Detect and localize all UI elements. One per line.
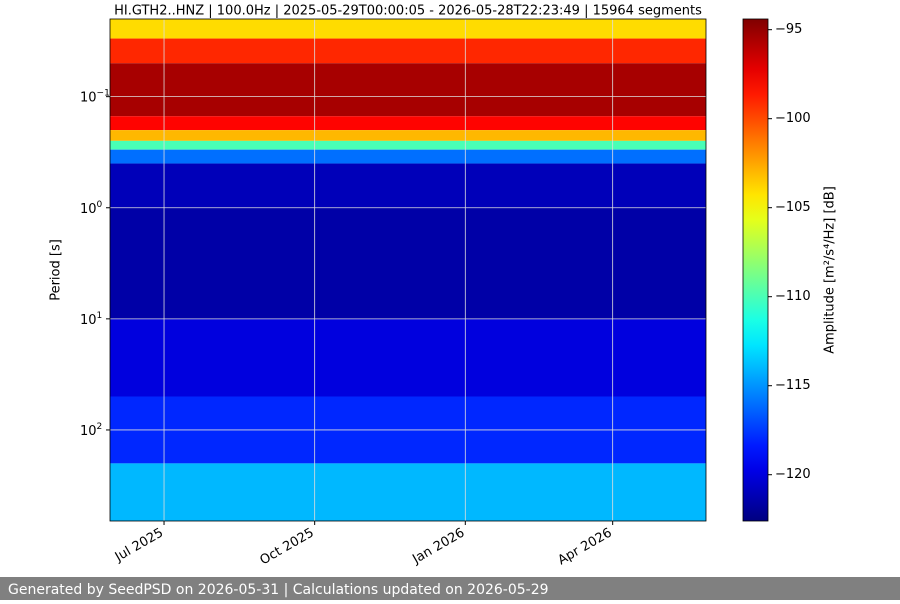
spectrogram-band (110, 163, 706, 208)
y-tick-base: 10 (80, 91, 97, 106)
spectrogram-band (110, 38, 706, 64)
spectrogram-band (110, 149, 706, 164)
colorbar-tick-label: −100 (775, 111, 811, 126)
x-tick-label: Apr 2026 (555, 525, 614, 568)
spectrogram-band (110, 63, 706, 117)
y-tick-label: 102 (80, 422, 102, 439)
y-tick-exponent: 0 (97, 200, 103, 210)
y-tick-exponent: 1 (97, 311, 103, 321)
colorbar (742, 18, 769, 522)
y-tick-exponent: −1 (97, 89, 110, 99)
spectrogram-band (110, 116, 706, 131)
spectrogram-band (110, 140, 706, 150)
y-tick-base: 10 (80, 202, 97, 217)
colorbar-tick-label: −95 (775, 22, 802, 37)
spectrogram-band (110, 318, 706, 397)
chart-title: HI.GTH2..HNZ | 100.0Hz | 2025-05-29T00:0… (114, 4, 702, 19)
y-axis-label: Period [s] (49, 239, 64, 301)
footer-bar (0, 577, 900, 600)
colorbar-tick-label: −115 (775, 378, 811, 393)
y-tick-base: 10 (80, 424, 97, 439)
spectrogram-band (110, 19, 706, 39)
y-tick-base: 10 (80, 313, 97, 328)
footer-text: Generated by SeedPSD on 2026-05-31 | Cal… (8, 582, 549, 598)
spectrogram-band (110, 130, 706, 141)
colorbar-tick-label: −120 (775, 467, 811, 482)
plot-frame (109, 18, 707, 522)
y-tick-label: 101 (80, 311, 102, 328)
x-tick-label: Oct 2025 (257, 525, 316, 568)
y-tick-label: 100 (80, 200, 103, 217)
colorbar-tick-label: −105 (775, 200, 811, 215)
y-tick-exponent: 2 (97, 422, 103, 432)
spectrogram-band (110, 207, 706, 319)
spectrogram-band (110, 463, 706, 521)
y-tick-label: 10−1 (80, 89, 110, 106)
colorbar-label: Amplitude [m²/s⁴/Hz] [dB] (823, 186, 838, 354)
colorbar-tick-label: −110 (775, 289, 811, 304)
x-tick-label: Jan 2026 (409, 525, 467, 567)
x-tick-label: Jul 2025 (112, 525, 166, 565)
